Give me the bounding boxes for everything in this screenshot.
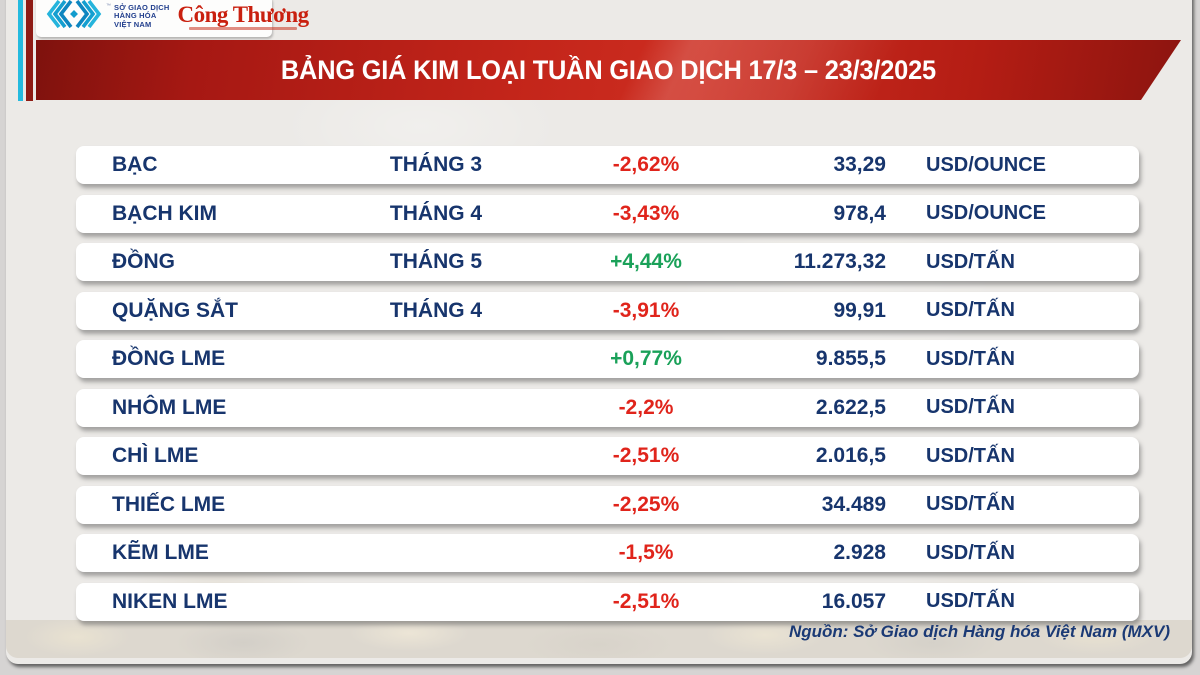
trademark-mark: ™ <box>106 3 111 9</box>
commodity-name: ĐỒNG <box>112 250 175 273</box>
table-row: NHÔM LME -2,2% 2.622,5 USD/TẤN <box>76 388 1139 427</box>
commodity-name: THIẾC LME <box>112 492 226 516</box>
commodity-name: KẼM LME <box>112 541 209 564</box>
accent-bar-red <box>26 0 33 101</box>
percent-change: -2,2% <box>618 395 674 419</box>
congthuong-logo: Công Thương <box>177 2 309 30</box>
price-unit: USD/TẤN <box>926 347 1015 370</box>
price-value: 16.057 <box>821 589 886 613</box>
mxv-logo-icon <box>46 0 102 35</box>
price-value: 9.855,5 <box>815 347 886 370</box>
percent-change: -2,25% <box>612 492 680 516</box>
price-value: 33,29 <box>833 153 886 176</box>
price-value: 978,4 <box>833 201 886 225</box>
contract-month: THÁNG 4 <box>389 201 483 225</box>
commodity-name: NIKEN LME <box>112 589 228 613</box>
price-unit: USD/TẤN <box>926 541 1015 564</box>
price-value: 99,91 <box>833 298 886 322</box>
mxv-logo-text: SỞ GIAO DỊCH HÀNG HÓA VIỆT NAM <box>114 2 170 30</box>
percent-change: -1,5% <box>618 541 674 564</box>
price-unit: USD/TẤN <box>926 590 1015 612</box>
commodity-name: QUẶNG SẮT <box>112 298 238 322</box>
contract-month: THÁNG 5 <box>389 250 483 273</box>
percent-change: -3,91% <box>612 298 680 322</box>
source-credit: Nguồn: Sở Giao dịch Hàng hóa Việt Nam (M… <box>788 622 1170 641</box>
title-banner: BẢNG GIÁ KIM LOẠI TUẦN GIAO DỊCH 17/3 – … <box>36 40 1181 100</box>
table-row: BẠCH KIM THÁNG 4 -3,43% 978,4 USD/OUNCE <box>76 194 1139 233</box>
table-row: ĐỒNG LME +0,77% 9.855,5 USD/TẤN <box>76 340 1139 378</box>
price-unit: USD/TẤN <box>926 299 1015 321</box>
table-row: QUẶNG SẮT THÁNG 4 -3,91% 99,91 USD/TẤN <box>76 291 1139 330</box>
price-value: 2.928 <box>833 541 886 564</box>
commodity-name: CHÌ LME <box>112 444 199 467</box>
percent-change: -3,43% <box>612 201 680 225</box>
table-row: NIKEN LME -2,51% 16.057 USD/TẤN <box>76 582 1139 621</box>
accent-bar-cyan <box>18 0 23 101</box>
price-unit: USD/TẤN <box>926 396 1015 418</box>
congthuong-logo-text: Công Thương <box>177 2 309 27</box>
commodity-name: BẠCH KIM <box>112 201 217 225</box>
contract-month: THÁNG 3 <box>389 153 483 176</box>
background-texture <box>6 620 1192 658</box>
percent-change: -2,51% <box>612 589 680 613</box>
mxv-logo-line: VIỆT NAM <box>114 19 152 29</box>
mxv-logo-line: HÀNG HÓA <box>114 11 157 21</box>
congthuong-tagline-line <box>189 27 298 30</box>
price-unit: USD/OUNCE <box>926 202 1047 224</box>
percent-change: -2,62% <box>612 153 680 176</box>
content-panel: ™ SỞ GIAO DỊCH HÀNG HÓA VIỆT NAM Công Th… <box>6 0 1192 664</box>
price-value: 34.489 <box>821 492 886 516</box>
logo-bar: ™ SỞ GIAO DỊCH HÀNG HÓA VIỆT NAM Công Th… <box>36 0 309 37</box>
price-unit: USD/TẤN <box>926 250 1015 273</box>
commodity-name: BẠC <box>112 153 158 176</box>
commodity-name: ĐỒNG LME <box>112 347 226 370</box>
table-row: KẼM LME -1,5% 2.928 USD/TẤN <box>76 534 1139 572</box>
table-row: BẠC THÁNG 3 -2,62% 33,29 USD/OUNCE <box>76 146 1139 184</box>
mxv-logo-line: SỞ GIAO DỊCH <box>114 2 170 12</box>
table-row: CHÌ LME -2,51% 2.016,5 USD/TẤN <box>76 437 1139 475</box>
contract-month: THÁNG 4 <box>389 298 483 322</box>
table-row: THIẾC LME -2,25% 34.489 USD/TẤN <box>76 485 1139 524</box>
commodity-name: NHÔM LME <box>112 395 227 419</box>
price-unit: USD/TẤN <box>926 493 1015 515</box>
percent-change: -2,51% <box>612 444 680 467</box>
price-value: 11.273,32 <box>793 250 886 273</box>
price-unit: USD/TẤN <box>926 444 1015 467</box>
price-unit: USD/OUNCE <box>926 153 1047 176</box>
price-value: 2.622,5 <box>815 395 886 419</box>
percent-change: +0,77% <box>610 347 682 370</box>
price-value: 2.016,5 <box>815 444 886 467</box>
page-title: BẢNG GIÁ KIM LOẠI TUẦN GIAO DỊCH 17/3 – … <box>280 54 937 85</box>
table-row: ĐỒNG THÁNG 5 +4,44% 11.273,32 USD/TẤN <box>76 243 1139 281</box>
percent-change: +4,44% <box>610 250 682 273</box>
